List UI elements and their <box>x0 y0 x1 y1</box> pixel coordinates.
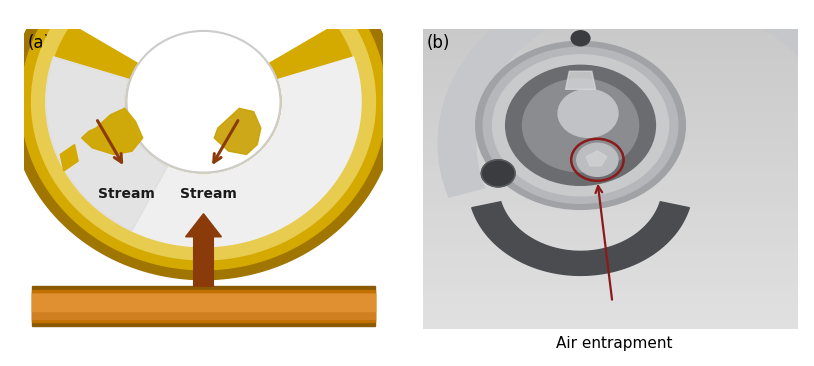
Polygon shape <box>566 71 596 89</box>
Circle shape <box>126 31 281 173</box>
Polygon shape <box>60 145 78 171</box>
Circle shape <box>492 55 668 196</box>
Polygon shape <box>46 57 361 247</box>
Circle shape <box>481 160 515 187</box>
Circle shape <box>475 41 685 209</box>
Polygon shape <box>81 108 142 154</box>
Polygon shape <box>586 151 606 166</box>
Text: Stream: Stream <box>181 187 238 201</box>
Polygon shape <box>214 108 260 154</box>
Polygon shape <box>10 7 397 280</box>
FancyArrow shape <box>186 214 221 286</box>
Circle shape <box>484 47 678 203</box>
FancyBboxPatch shape <box>32 286 375 326</box>
Polygon shape <box>28 29 379 263</box>
Circle shape <box>558 89 618 137</box>
Text: (b): (b) <box>427 34 450 52</box>
Polygon shape <box>81 108 142 154</box>
Text: Stream: Stream <box>98 187 155 201</box>
Circle shape <box>571 31 590 46</box>
Polygon shape <box>438 0 814 223</box>
Text: (a): (a) <box>28 34 51 52</box>
Polygon shape <box>32 17 375 260</box>
Text: Air entrapment: Air entrapment <box>556 336 673 351</box>
FancyBboxPatch shape <box>32 294 375 311</box>
Circle shape <box>505 65 655 185</box>
Polygon shape <box>46 57 168 231</box>
Polygon shape <box>17 24 390 273</box>
Circle shape <box>523 79 638 172</box>
FancyBboxPatch shape <box>32 290 375 322</box>
Polygon shape <box>472 202 689 275</box>
Polygon shape <box>21 12 386 270</box>
Circle shape <box>577 143 618 176</box>
Polygon shape <box>35 31 372 257</box>
FancyBboxPatch shape <box>32 293 375 319</box>
